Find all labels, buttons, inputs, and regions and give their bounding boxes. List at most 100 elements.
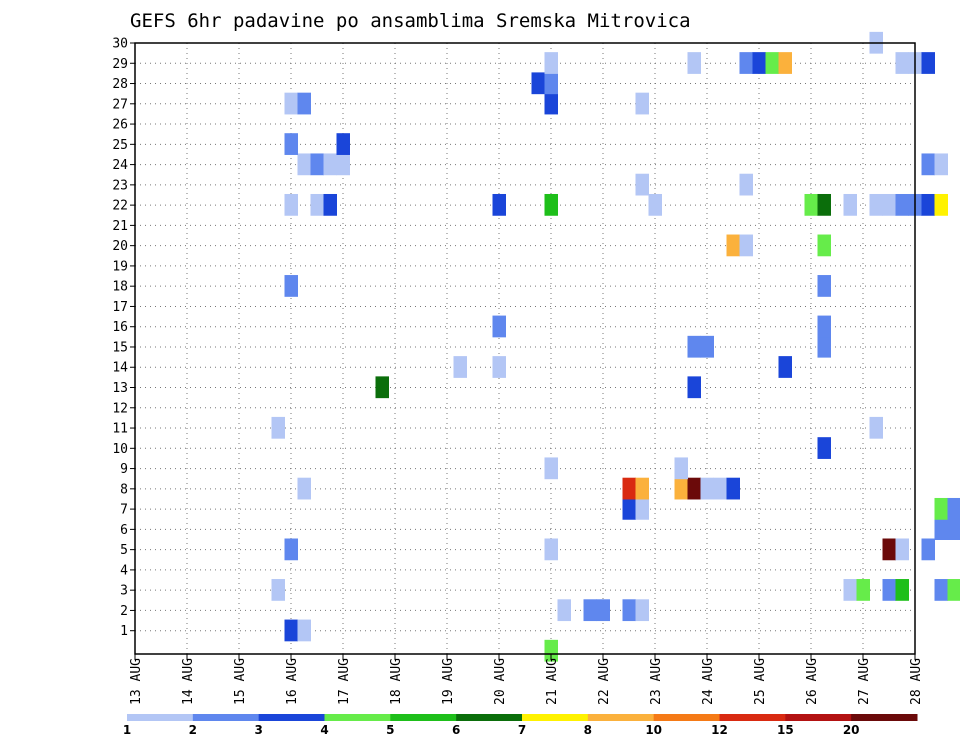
y-tick-label: 19 <box>112 259 128 274</box>
y-tick-label: 24 <box>112 158 128 173</box>
ensemble-cell <box>895 579 909 601</box>
ensemble-cell <box>921 153 935 176</box>
ensemble-cell <box>310 193 324 216</box>
ensemble-cell <box>687 376 701 399</box>
ensemble-cell <box>869 416 883 439</box>
legend-label: 7 <box>518 723 526 737</box>
ensemble-cell <box>635 599 649 622</box>
ensemble-cell <box>284 619 298 642</box>
ensemble-cell <box>622 477 636 500</box>
ensemble-cell <box>882 538 896 561</box>
ensemble-cell <box>882 579 896 601</box>
ensemble-cell <box>271 416 285 439</box>
legend-swatch <box>192 714 260 721</box>
ensemble-cell <box>583 599 597 622</box>
legend-swatch <box>587 714 655 721</box>
ensemble-cell <box>284 275 298 297</box>
ensemble-cell <box>297 477 311 500</box>
ensemble-cell <box>700 477 714 500</box>
x-tick-label: 26 AUG <box>805 658 820 705</box>
ensemble-cell <box>544 72 558 95</box>
ensemble-cell <box>817 437 831 459</box>
ensemble-cell <box>271 579 285 601</box>
y-axis-ticks: 1234567891011121314151617181920212223242… <box>112 37 135 639</box>
legend-swatch <box>258 714 325 721</box>
ensemble-cell <box>297 92 311 115</box>
ensemble-cell <box>622 497 636 520</box>
ensemble-cell <box>739 52 753 74</box>
x-axis-ticks: 13 AUG 14 AUG 15 AUG 16 AUG 17 AUG 18 AUG 19 A… <box>129 654 924 705</box>
ensemble-cell <box>817 335 831 358</box>
ensemble-cell <box>544 538 558 561</box>
ensemble-cell <box>934 497 948 520</box>
grid-layer <box>135 42 915 654</box>
ensemble-cell <box>297 619 311 642</box>
legend-label: 8 <box>584 723 592 737</box>
ensemble-cell <box>817 193 831 216</box>
y-tick-label: 15 <box>112 340 128 355</box>
ensemble-cell <box>869 193 883 216</box>
y-tick-label: 2 <box>120 604 128 619</box>
ensemble-cell <box>752 52 766 74</box>
ensemble-cell <box>726 234 740 257</box>
y-tick-label: 25 <box>112 138 128 153</box>
y-tick-label: 18 <box>112 280 128 295</box>
plot-frame <box>134 42 916 655</box>
ensemble-cell <box>726 477 740 500</box>
ensemble-cell <box>817 315 831 338</box>
ensemble-cell <box>739 234 753 257</box>
ensemble-cell <box>739 173 753 196</box>
ensemble-cell <box>297 153 311 176</box>
ensemble-cell <box>635 477 649 500</box>
y-tick-label: 29 <box>112 57 128 72</box>
ensemble-cell <box>635 92 649 115</box>
ensemble-cell <box>947 518 960 541</box>
ensemble-cell <box>544 92 558 115</box>
ensemble-cell <box>531 72 545 95</box>
ensemble-cell <box>947 579 960 601</box>
ensemble-cell <box>492 356 506 378</box>
legend-swatch <box>522 714 589 721</box>
ensemble-cell <box>895 538 909 561</box>
legend-label: 2 <box>189 723 197 737</box>
legend-label: 20 <box>843 723 860 737</box>
legend-swatch <box>324 714 391 721</box>
ensemble-cell <box>635 173 649 196</box>
y-tick-label: 9 <box>120 462 128 477</box>
y-tick-label: 16 <box>112 320 128 335</box>
legend-swatch <box>851 714 918 721</box>
ensemble-cell <box>544 193 558 216</box>
chart-title: GEFS 6hr padavine po ansamblima Sremska … <box>130 10 691 32</box>
y-tick-label: 28 <box>112 77 128 92</box>
ensemble-cell <box>622 599 636 622</box>
y-tick-label: 26 <box>112 118 128 133</box>
y-tick-label: 11 <box>112 422 128 437</box>
ensemble-cell <box>856 579 870 601</box>
legend-label: 4 <box>320 723 328 737</box>
ensemble-cell <box>934 193 948 216</box>
y-tick-label: 17 <box>112 300 128 315</box>
ensemble-cell <box>674 457 688 480</box>
ensemble-cell <box>934 518 948 541</box>
legend-label: 10 <box>645 723 662 737</box>
ensemble-cell <box>492 193 506 216</box>
legend-swatch <box>719 714 786 721</box>
y-tick-label: 22 <box>112 199 128 214</box>
ensemble-cell <box>284 538 298 561</box>
x-tick-label: 20 AUG <box>493 658 508 705</box>
ensemble-cell <box>934 579 948 601</box>
ensemble-cell <box>817 275 831 297</box>
ensemble-cell <box>687 335 701 358</box>
ensemble-cell <box>778 356 792 378</box>
ensemble-cell <box>323 193 337 216</box>
legend-swatch <box>127 714 194 721</box>
ensemble-cell <box>687 477 701 500</box>
ensemble-cell <box>492 315 506 338</box>
legend-swatch <box>390 714 457 721</box>
ensemble-cell <box>713 477 727 500</box>
x-tick-label: 23 AUG <box>649 658 664 705</box>
ensemble-cell <box>687 52 701 74</box>
ensemble-cell <box>453 356 467 378</box>
ensemble-cell <box>336 133 350 155</box>
